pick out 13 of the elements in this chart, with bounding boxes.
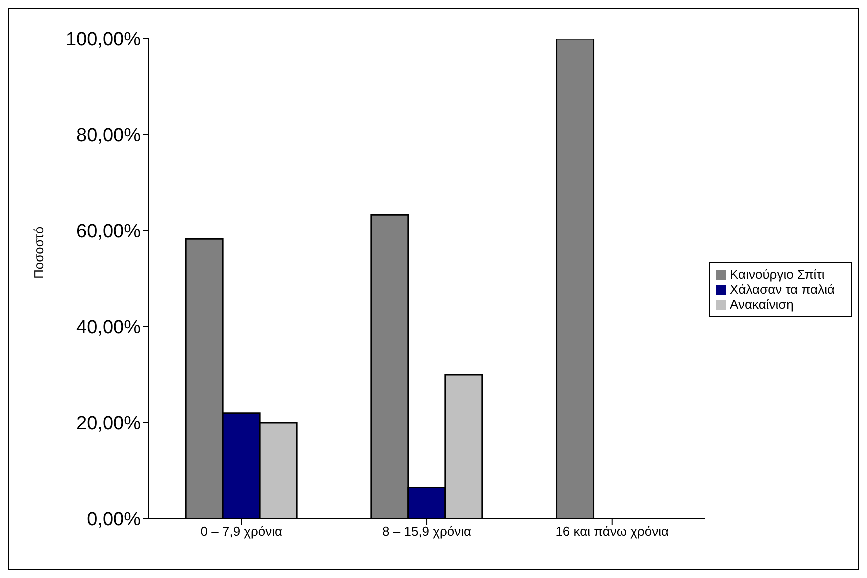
y-axis-title: Ποσοστό bbox=[32, 226, 47, 279]
x-tick-label: 0 – 7,9 χρόνια bbox=[200, 524, 284, 540]
legend-label: Χάλασαν τα παλιά bbox=[730, 282, 835, 296]
y-tick-label: 80,00% bbox=[76, 126, 142, 147]
legend-label: Ανακαίνιση bbox=[730, 296, 794, 312]
y-tick-label: 40,00% bbox=[76, 318, 142, 339]
y-tick-label: 0,00% bbox=[87, 510, 142, 531]
y-tick-label: 60,00% bbox=[76, 222, 142, 243]
y-tick-label: 100,00% bbox=[66, 30, 142, 51]
legend-label: Καινούργιο Σπίτι bbox=[730, 266, 825, 282]
x-tick-label: 8 – 15,9 χρόνια bbox=[382, 524, 472, 540]
x-tick-label: 16 και πάνω χρόνια bbox=[556, 524, 670, 540]
y-tick-label: 20,00% bbox=[76, 414, 142, 435]
